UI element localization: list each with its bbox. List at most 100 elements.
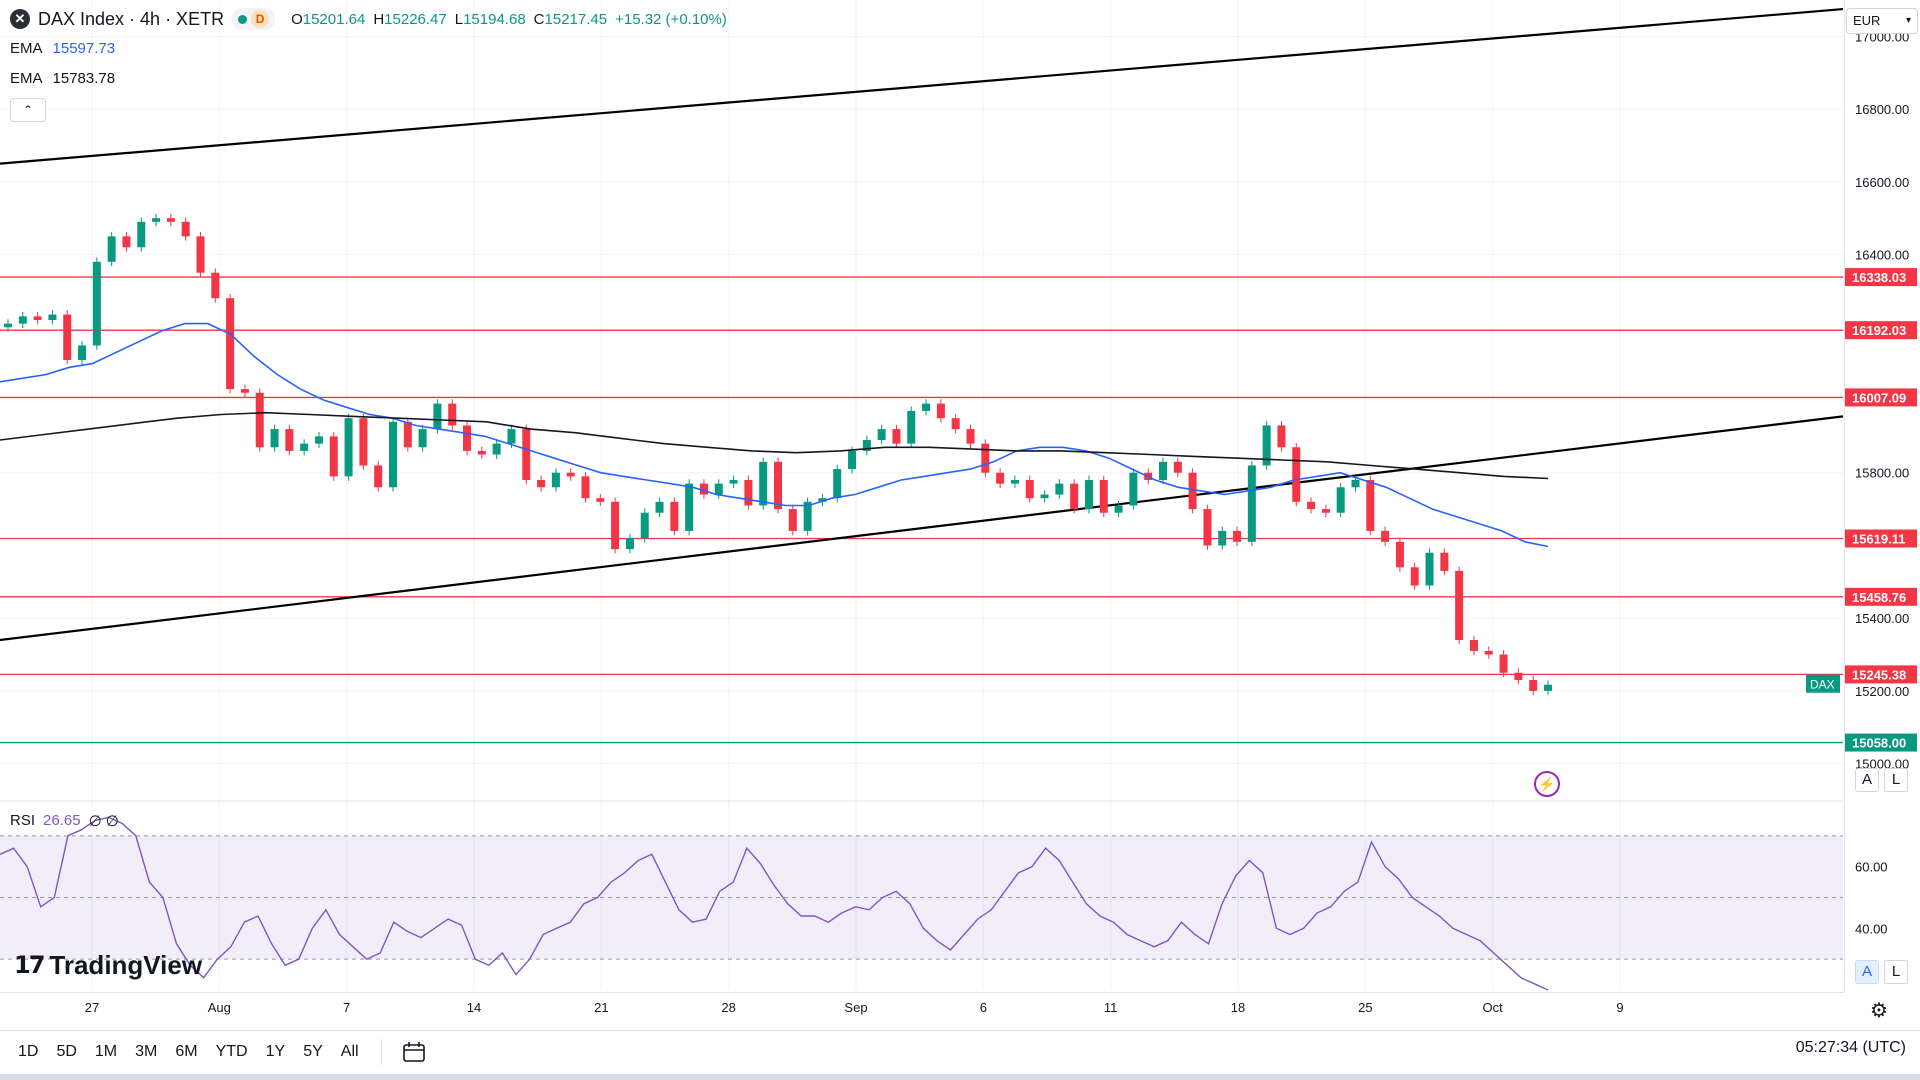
tradingview-logo[interactable]: 𝟭𝟳 TradingView [14,950,202,981]
time-tick-label: Sep [844,1000,867,1015]
candle-body [640,512,649,539]
candle-body [1203,509,1212,546]
auto-scale-button[interactable]: A [1855,768,1879,792]
price-axis[interactable] [1844,0,1920,992]
level-price-label: 16192.03 [1852,323,1906,338]
lightning-icon[interactable]: ⚡ [1534,771,1560,797]
timeframe-1d-button[interactable]: 1D [18,1042,39,1060]
level-price-label: 15619.11 [1852,532,1906,547]
ema-fast-legend[interactable]: EMA 15597.73 [10,40,115,57]
timeframe-1m-button[interactable]: 1M [94,1042,118,1060]
price-tick-label: 15000.00 [1855,757,1909,772]
price-tick-label: 15400.00 [1855,611,1909,626]
rsi-extra: ∅ ∅ [88,813,119,830]
candle-body [981,443,990,473]
candle-body [107,236,116,262]
level-price-badge [1845,587,1917,606]
time-tick-label: 21 [594,1000,608,1015]
candle-body [92,261,101,346]
rsi-tick-label: 60.00 [1855,860,1888,875]
price-tick-label: 16800.00 [1855,102,1909,117]
collapse-legend-button[interactable]: ⌃ [10,98,46,122]
candle-body [1040,494,1049,499]
symbol-badge-label: DAX [1810,678,1835,692]
timeframe-5d-button[interactable]: 5D [56,1042,77,1060]
rsi-value: 26.65 [43,812,81,829]
candle-body [166,218,175,222]
candle-body [744,480,753,506]
level-price-badge [1845,733,1917,752]
symbol-badge [1806,674,1840,693]
timeframe-1y-button[interactable]: 1Y [265,1042,286,1060]
ema-slow-value: 15783.78 [52,70,116,87]
tradingview-logo-text: TradingView [49,950,203,980]
candle-body [803,501,812,531]
candle-body [433,403,442,430]
time-tick-label: Aug [208,1000,231,1015]
candle-body [907,410,916,444]
candle-body [240,389,249,393]
candle-body [685,483,694,531]
level-price-badge [1845,268,1917,287]
level-price-label: 15245.38 [1852,667,1906,682]
data-type-badge: D [251,10,270,28]
candle-body [788,509,797,531]
candle-body [966,429,975,444]
market-status-pill[interactable]: D [232,8,276,30]
candle-body [63,314,72,360]
time-tick-label: 28 [721,1000,735,1015]
candle-body [1188,472,1197,510]
timeframe-3m-button[interactable]: 3M [135,1042,158,1060]
timeframe-all-button[interactable]: All [340,1042,359,1060]
candle-body [492,443,501,455]
timeframe-6m-button[interactable]: 6M [175,1042,198,1060]
rsi-auto-scale-button[interactable]: A [1855,960,1879,984]
candle-body [1455,570,1464,640]
candle-body [152,218,161,222]
utc-clock[interactable]: 05:27:34 (UTC) [1795,1039,1906,1056]
log-scale-button[interactable]: L [1884,768,1908,792]
x-icon[interactable]: ✕ [10,9,30,29]
rsi-legend[interactable]: RSI 26.65 ∅ ∅ [10,812,119,830]
candle-body [78,345,87,360]
candle-body [1084,480,1093,510]
time-tick-label: Oct [1483,1000,1504,1015]
candle-body [122,236,131,248]
timeframe-5y-button[interactable]: 5Y [303,1042,323,1060]
candle-body [699,483,708,495]
trend-line [0,415,1844,642]
level-price-label: 16338.03 [1852,270,1906,285]
candle-body [551,472,560,488]
currency-selector[interactable]: EUR [1846,8,1918,34]
rsi-log-scale-button[interactable]: L [1884,960,1908,984]
candle-body [1277,425,1286,448]
price-tick-label: 15800.00 [1855,466,1909,481]
candle-body [477,450,486,455]
price-tick-label: 15200.00 [1855,684,1909,699]
candle-body [566,472,575,477]
time-tick-label: 27 [85,1000,99,1015]
candle-body [314,436,323,444]
candle-body [1159,461,1167,480]
candle-body [18,316,27,324]
calendar-icon[interactable] [402,1041,426,1063]
symbol-title[interactable]: DAX Index · 4h · XETR [38,8,225,29]
price-tick-label: 16600.00 [1855,175,1909,190]
timeframe-ytd-button[interactable]: YTD [215,1042,248,1060]
rsi-tick-label: 40.00 [1855,921,1888,936]
level-price-label: 16007.09 [1852,390,1906,405]
candle-body [359,418,368,466]
candle-body [463,425,472,451]
tradingview-logo-icon: 𝟭𝟳 [14,952,45,979]
gear-icon[interactable]: ⚙ [1870,1000,1888,1022]
time-axis[interactable] [0,992,1844,1024]
candle-body [729,480,738,484]
candle-body [211,272,220,299]
bottom-edge-bar [0,1074,1920,1080]
ema-slow-legend[interactable]: EMA 15783.78 [10,70,115,87]
level-price-badge [1845,388,1917,407]
ema-fast-value: 15597.73 [52,40,116,57]
candle-body [1129,472,1138,506]
candle-body [181,221,190,237]
